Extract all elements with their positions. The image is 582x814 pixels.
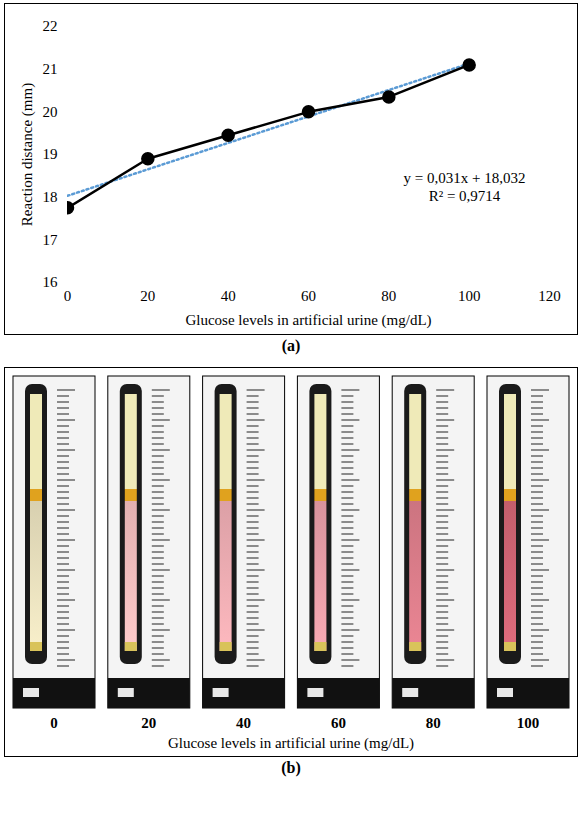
- svg-text:y = 0,031x + 18,032: y = 0,031x + 18,032: [404, 170, 526, 186]
- svg-text:17: 17: [43, 232, 59, 248]
- svg-text:20: 20: [141, 715, 156, 731]
- html-text:(a): (a): [281, 337, 301, 354]
- svg-text:60: 60: [331, 715, 346, 731]
- svg-text:0: 0: [50, 715, 58, 731]
- svg-text:16: 16: [43, 274, 59, 290]
- svg-text:40: 40: [221, 288, 236, 304]
- svg-text:60: 60: [301, 288, 316, 304]
- html-text:(b): (b): [281, 759, 301, 776]
- svg-text:Glucose levels in artificial u: Glucose levels in artificial urine (mg/d…: [185, 312, 431, 329]
- svg-text:40: 40: [236, 715, 251, 731]
- svg-text:100: 100: [458, 288, 481, 304]
- svg-text:Glucose levels in artificial u: Glucose levels in artificial urine (mg/d…: [168, 735, 414, 752]
- svg-text:100: 100: [517, 715, 540, 731]
- svg-text:80: 80: [381, 288, 396, 304]
- svg-text:21: 21: [43, 61, 58, 77]
- svg-text:120: 120: [538, 288, 561, 304]
- svg-text:20: 20: [140, 288, 155, 304]
- svg-text:20: 20: [43, 104, 58, 120]
- svg-text:22: 22: [43, 18, 58, 34]
- svg-text:R² = 0,9714: R² = 0,9714: [429, 188, 501, 204]
- svg-text:80: 80: [426, 715, 441, 731]
- svg-text:Reaction distance (mm): Reaction distance (mm): [19, 83, 36, 226]
- svg-text:18: 18: [43, 189, 58, 205]
- svg-text:19: 19: [43, 146, 58, 162]
- svg-text:0: 0: [64, 288, 72, 304]
